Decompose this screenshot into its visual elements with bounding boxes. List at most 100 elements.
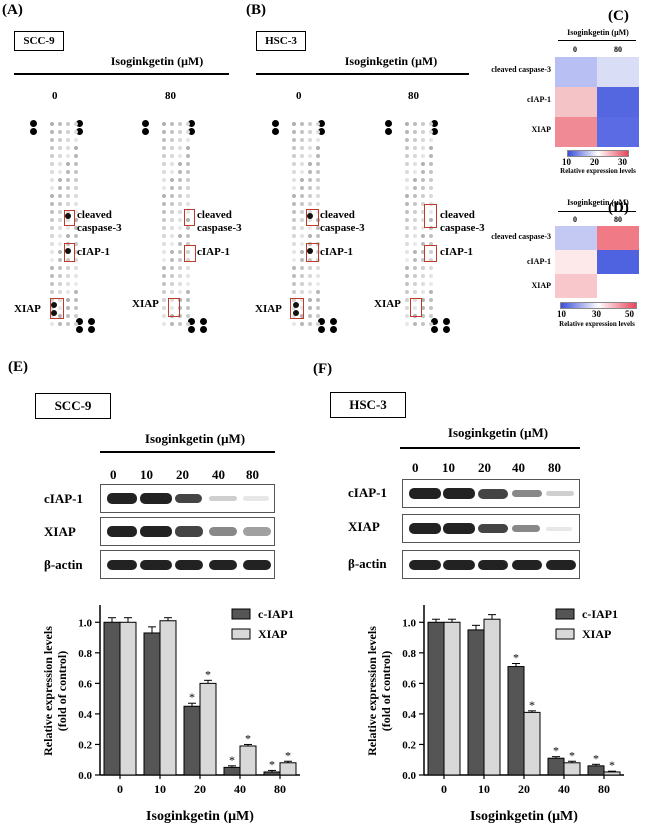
- heatmap-c-title: Isoginkgetin (μM): [567, 28, 629, 37]
- antibody-spot: [413, 274, 417, 278]
- antibody-spot: [162, 138, 166, 142]
- y-tick-label: 0.2: [402, 739, 416, 751]
- heatmap-d-tick-1: 30: [592, 309, 601, 319]
- antibody-spot: [308, 138, 312, 142]
- antibody-spot: [300, 162, 304, 166]
- reference-spot: [200, 326, 207, 333]
- antibody-spot: [413, 242, 417, 246]
- antibody-spot: [316, 266, 320, 270]
- antibody-spot: [66, 322, 70, 326]
- antibody-spot: [429, 250, 433, 254]
- antibody-spot: [50, 146, 54, 150]
- antibody-spot: [421, 266, 425, 270]
- antibody-spot: [178, 186, 182, 190]
- antibody-spot: [413, 210, 417, 214]
- antibody-spot: [429, 194, 433, 198]
- antibody-spot: [421, 186, 425, 190]
- panel-label-f: (F): [313, 361, 333, 377]
- antibody-spot: [186, 138, 190, 142]
- heatmap-cell: [555, 274, 597, 298]
- antibody-spot: [429, 186, 433, 190]
- antibody-spot: [186, 170, 190, 174]
- antibody-spot: [170, 210, 174, 214]
- chart-f: 0.0 0.2 0.4 0.6 0.8 1.0 Relative expression le…: [365, 605, 624, 824]
- x-tick-label: 20: [194, 782, 206, 796]
- significance-marker: *: [569, 748, 575, 762]
- treatment-label-e: Isoginkgetin (μM): [144, 431, 246, 446]
- y-tick-label: 0.0: [402, 770, 416, 782]
- antibody-spot: [292, 226, 296, 230]
- antibody-spot: [429, 226, 433, 230]
- antibody-spot: [292, 162, 296, 166]
- heatmap-c-col-0: 0: [573, 45, 577, 54]
- dose-label-a-80: 80: [165, 90, 176, 102]
- antibody-spot: [162, 258, 166, 262]
- highlight-box-b0-ciap: [306, 243, 319, 262]
- antibody-spot: [186, 162, 190, 166]
- antibody-spot: [316, 146, 320, 150]
- antibody-spot: [178, 242, 182, 246]
- antibody-spot: [421, 170, 425, 174]
- antibody-spot: [186, 186, 190, 190]
- x-tick-label: 80: [598, 782, 610, 796]
- western-e-dose-20: 20: [176, 467, 189, 482]
- reference-spot: [76, 318, 83, 325]
- antibody-spot: [66, 242, 70, 246]
- antibody-spot: [170, 218, 174, 222]
- dose-label-a-0: 0: [52, 90, 58, 102]
- antibody-spot: [405, 202, 409, 206]
- antibody-spot: [413, 202, 417, 206]
- reference-spot: [431, 318, 438, 325]
- antibody-spot: [66, 210, 70, 214]
- antibody-spot: [186, 122, 190, 126]
- x-tick-label: 0: [441, 782, 447, 796]
- antibody-spot: [58, 266, 62, 270]
- antibody-spot: [170, 178, 174, 182]
- antibody-spot: [316, 130, 320, 134]
- antibody-spot: [50, 218, 54, 222]
- reference-spot: [318, 326, 325, 333]
- antibody-spot: [74, 146, 78, 150]
- antibody-spot: [421, 202, 425, 206]
- reference-spot: [188, 318, 195, 325]
- y-tick-label: 0.8: [78, 648, 92, 660]
- antibody-spot: [316, 322, 320, 326]
- antibody-spot: [429, 170, 433, 174]
- reference-spot: [200, 318, 207, 325]
- antibody-spot: [162, 202, 166, 206]
- legend-label: c-IAP1: [582, 607, 618, 621]
- reference-spot: [431, 326, 438, 333]
- significance-marker: *: [553, 744, 559, 758]
- antibody-spot: [292, 170, 296, 174]
- significance-marker: *: [245, 731, 251, 745]
- antibody-spot: [74, 178, 78, 182]
- antibody-spot: [421, 226, 425, 230]
- antibody-spot: [308, 314, 312, 318]
- antibody-spot: [413, 178, 417, 182]
- antibody-spot: [74, 218, 78, 222]
- bar-c-IAP1: [587, 765, 605, 776]
- y-tick-label: 0.2: [78, 739, 92, 751]
- antibody-spot: [58, 202, 62, 206]
- antibody-spot: [162, 266, 166, 270]
- antibody-spot: [58, 170, 62, 174]
- antibody-spot: [162, 122, 166, 126]
- antibody-spot: [405, 162, 409, 166]
- highlight-box-b0-cleaved: [306, 209, 319, 226]
- reference-spot: [330, 318, 337, 325]
- antibody-spot: [300, 122, 304, 126]
- antibody-spot: [74, 282, 78, 286]
- heatmap-cell: [597, 274, 639, 298]
- antibody-spot: [405, 218, 409, 222]
- antibody-spot: [405, 210, 409, 214]
- antibody-spot: [308, 146, 312, 150]
- antibody-spot: [300, 194, 304, 198]
- antibody-spot: [429, 314, 433, 318]
- western-e-dose-10: 10: [140, 467, 153, 482]
- antibody-spot: [405, 258, 409, 262]
- bar-XIAP: [279, 762, 297, 776]
- heatmap-c-row-label-2: XIAP: [531, 125, 551, 134]
- antibody-spot: [316, 186, 320, 190]
- antibody-spot: [50, 234, 54, 238]
- antibody-spot: [186, 218, 190, 222]
